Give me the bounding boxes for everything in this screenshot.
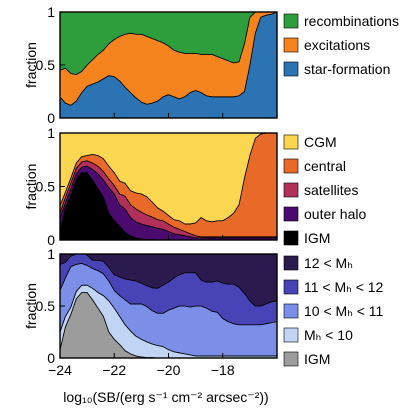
area-recombinations [60, 12, 277, 75]
panel-top: 0 0.5 1 fraction recombinations excitations st… [23, 4, 399, 126]
y-tick-label: 1 [47, 246, 55, 262]
x-tick-label: −24 [48, 362, 72, 378]
y-tick-label: 0.5 [36, 57, 56, 73]
legend-swatch [283, 255, 299, 271]
plot-area [60, 12, 277, 118]
legend-label: star-formation [304, 61, 390, 77]
y-tick-label: 0 [47, 232, 55, 248]
legend-swatch [283, 279, 299, 295]
legend-swatch [283, 206, 299, 222]
legend-label: Mₕ < 10 [304, 327, 353, 343]
y-axis-label: fraction [23, 42, 39, 88]
legend-label: 10 < Mₕ < 11 [304, 303, 384, 319]
y-tick-label: 0.5 [36, 179, 56, 195]
legend-label: CGM [304, 134, 337, 150]
legend-label: excitations [304, 37, 370, 53]
legend-swatch [283, 230, 299, 246]
legend-swatch [283, 37, 299, 53]
y-tick-label: 0.5 [36, 298, 56, 314]
y-tick-label: 1 [47, 125, 55, 141]
legend: 12 < Mₕ 11 < Mₕ < 12 10 < Mₕ < 11 Mₕ < 10 IG… [283, 255, 384, 367]
legend-label: central [304, 158, 346, 174]
legend-swatch [283, 134, 299, 150]
panel-bottom: 0 0.5 1 −24 −22 −20 −18 fraction 12 < Mₕ 11 < Mₕ … [23, 246, 384, 378]
legend-swatch [283, 351, 299, 367]
legend-label: satellites [304, 182, 358, 198]
y-tick-label: 0 [47, 110, 55, 126]
y-axis-label: fraction [23, 164, 39, 210]
legend-swatch [283, 303, 299, 319]
legend-swatch [283, 61, 299, 77]
x-axis-label: log₁₀(SB/(erg s⁻¹ cm⁻² arcsec⁻²)) [63, 389, 268, 405]
legend-label: 11 < Mₕ < 12 [304, 279, 384, 295]
legend-label: outer halo [304, 206, 366, 222]
legend-label: 12 < Mₕ [304, 255, 353, 271]
legend-label: IGM [304, 351, 330, 367]
legend-label: recombinations [304, 13, 399, 29]
legend-swatch [283, 182, 299, 198]
x-tick-label: −22 [102, 362, 126, 378]
legend-swatch [283, 327, 299, 343]
x-tick-label: −20 [157, 362, 181, 378]
y-axis-label: fraction [23, 283, 39, 329]
area-cgm [60, 133, 277, 225]
panel-middle: 0 0.5 1 fraction CGM central satellites outer h… [23, 125, 366, 248]
plot-area [60, 133, 277, 240]
x-tick-label: −18 [211, 362, 235, 378]
legend-label: IGM [304, 230, 330, 246]
legend-swatch [283, 13, 299, 29]
legend-swatch [283, 158, 299, 174]
y-tick-label: 0 [47, 350, 55, 366]
legend: CGM central satellites outer halo IGM [283, 134, 366, 246]
area-12-m [60, 254, 277, 307]
plot-area [60, 254, 277, 358]
legend: recombinations excitations star-formation [283, 13, 399, 77]
y-tick-label: 1 [47, 4, 55, 20]
